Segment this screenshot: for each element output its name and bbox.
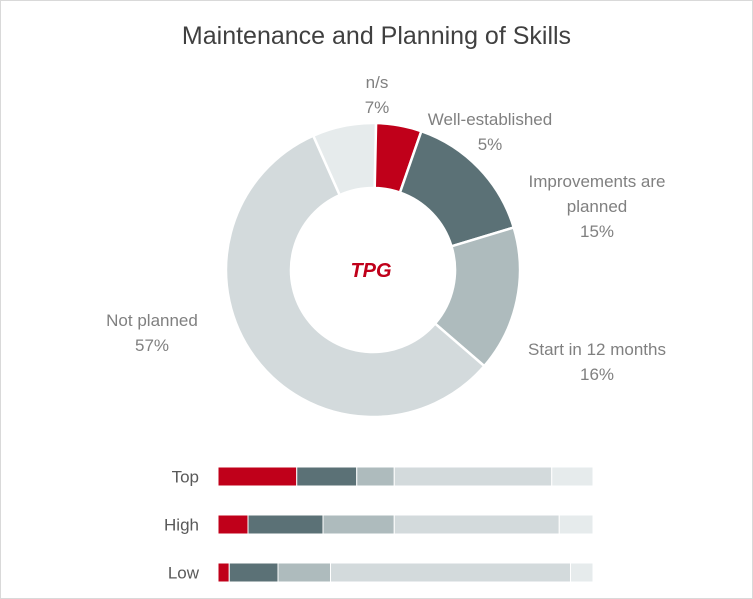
bar-category-high: High <box>164 516 199 535</box>
bar-segment-high-n-s <box>558 514 594 535</box>
tpg-logo: TPG <box>350 260 391 282</box>
slice-label-n-s: n/s 7% <box>365 73 390 117</box>
bar-segment-low-start-in-12-months <box>277 562 331 583</box>
chart-title: Maintenance and Planning of Skills <box>181 22 572 50</box>
bar-segment-top-not-planned <box>393 466 553 487</box>
bar-segment-high-improvements-are-planned <box>247 514 324 535</box>
slice-label-not-planned: Not planned 57% <box>106 311 198 355</box>
bar-category-low: Low <box>168 564 200 583</box>
bar-segment-low-well-established <box>217 562 230 583</box>
slice-label-improvements-are-planned: Improvements are planned 15% <box>529 172 666 241</box>
bar-segment-high-well-established <box>217 514 249 535</box>
bar-segment-low-improvements-are-planned <box>228 562 279 583</box>
slice-label-start-in-12-months: Start in 12 months 16% <box>528 340 666 384</box>
bar-segment-top-start-in-12-months <box>356 466 395 487</box>
bar-segment-top-improvements-are-planned <box>296 466 358 487</box>
bar-segment-top-well-established <box>217 466 298 487</box>
stacked-bar-chart: Top High Low <box>164 466 594 583</box>
donut-labels: n/s 7% Well-established 5% Improvements are p… <box>106 73 666 384</box>
donut-slice-not-planned <box>224 134 487 419</box>
bar-segment-high-not-planned <box>393 514 560 535</box>
bar-segment-high-start-in-12-months <box>322 514 395 535</box>
bar-segment-low-n-s <box>570 562 594 583</box>
slice-label-well-established: Well-established 5% <box>428 110 552 154</box>
bar-segment-low-not-planned <box>330 562 571 583</box>
donut-chart <box>224 121 522 419</box>
bar-segment-top-n-s <box>551 466 594 487</box>
bar-category-top: Top <box>172 468 199 487</box>
